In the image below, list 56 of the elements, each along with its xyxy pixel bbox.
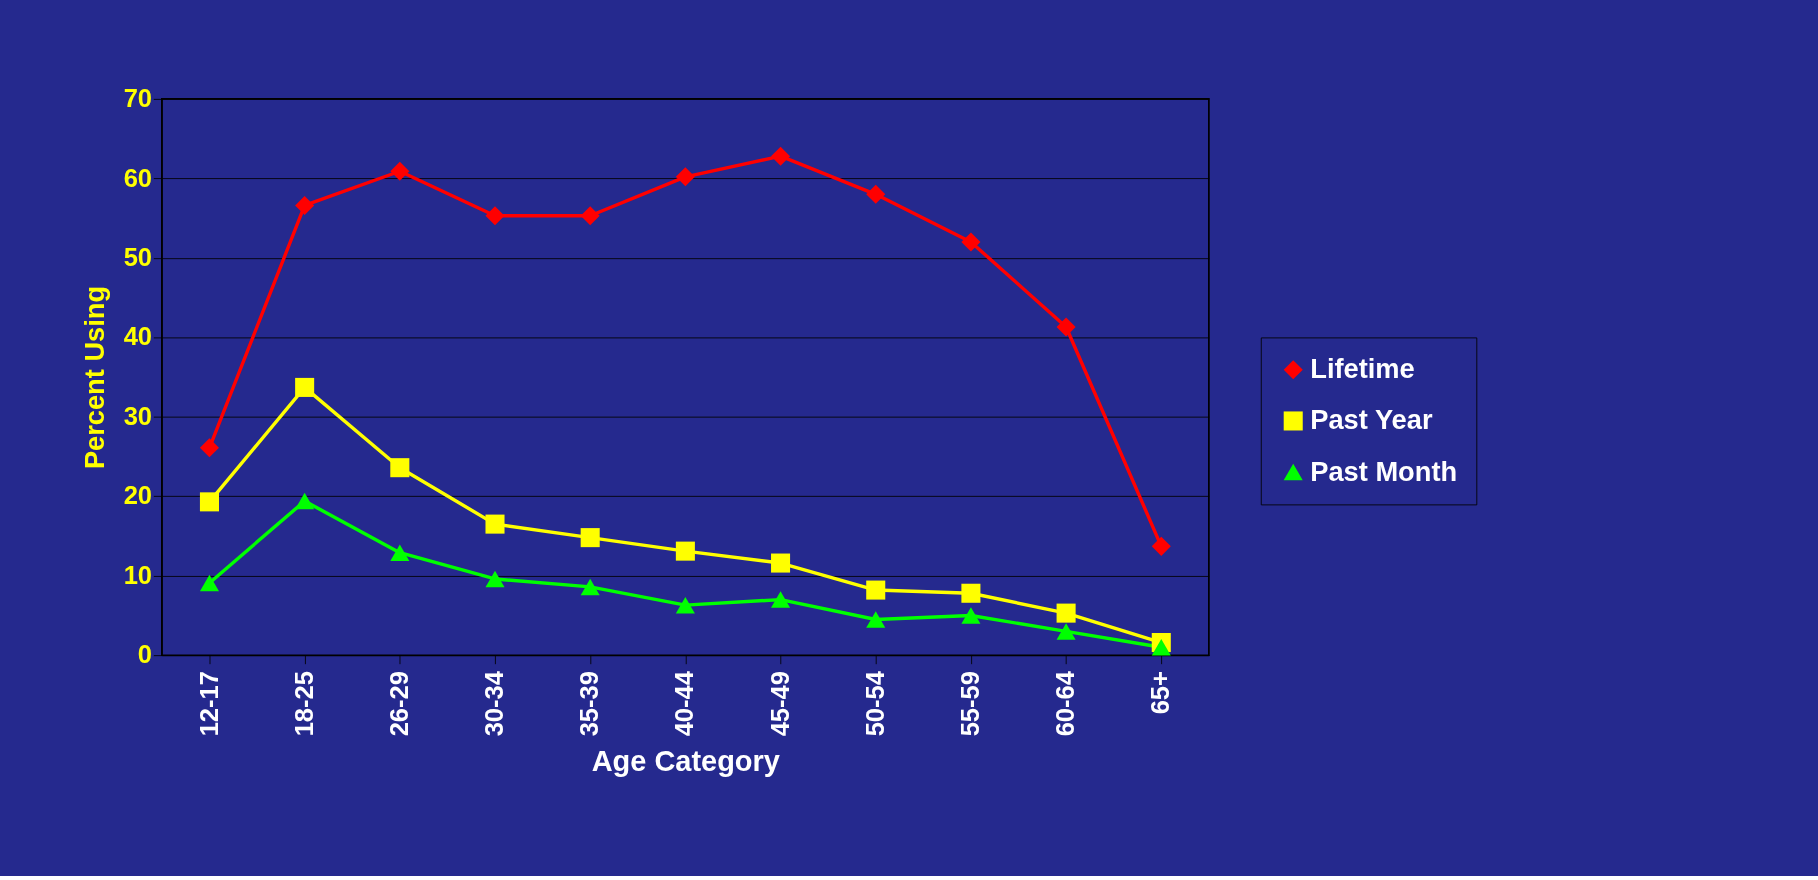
x-tick-label: 55-59 (956, 671, 985, 737)
x-tick-label: 40-44 (670, 670, 699, 737)
y-tick-label: 50 (123, 242, 153, 271)
point (295, 377, 315, 397)
point (580, 528, 600, 548)
y-tick-label: 40 (123, 322, 153, 351)
point (675, 596, 695, 614)
x-tick-label: 26-29 (384, 671, 413, 737)
x-tick-label: 12-17 (194, 671, 223, 737)
y-axis-title: Percent Using (79, 285, 111, 470)
legend-label: Lifetime (1310, 353, 1415, 385)
point (485, 206, 505, 226)
point (580, 578, 600, 596)
point (199, 438, 219, 458)
point (390, 544, 410, 561)
legend-label: Past Year (1310, 404, 1433, 436)
x-tick-label: 35-39 (575, 671, 604, 737)
point (961, 607, 981, 624)
point (771, 553, 791, 573)
point (866, 580, 886, 600)
y-tick-label: 10 (123, 560, 153, 589)
point (485, 514, 505, 534)
point (295, 195, 315, 215)
x-tick-label: 60-64 (1051, 670, 1080, 737)
y-tick-label: 0 (137, 640, 153, 669)
point (390, 458, 410, 478)
point (199, 492, 219, 512)
point (675, 541, 695, 561)
point (1151, 639, 1171, 656)
point (580, 206, 600, 226)
point (295, 492, 315, 510)
point (1056, 603, 1076, 623)
point (1151, 536, 1171, 556)
legend-label: Past Month (1310, 455, 1458, 487)
point (199, 574, 219, 592)
point (866, 184, 886, 204)
y-tick-label: 60 (123, 163, 153, 192)
point (961, 583, 981, 603)
point (675, 167, 695, 187)
x-tick-label: 50-54 (860, 670, 889, 737)
y-tick-label: 70 (123, 84, 153, 113)
y-tick-label: 30 (123, 401, 153, 430)
point (771, 146, 791, 166)
x-tick-label: 65+ (1146, 671, 1175, 715)
point (1056, 317, 1076, 337)
x-tick-label: 30-34 (480, 670, 509, 737)
point (771, 591, 791, 608)
x-tick-label: 18-25 (289, 671, 318, 737)
point (1056, 623, 1076, 640)
x-axis-title: Age Category (591, 745, 780, 778)
x-tick-label: 45-49 (765, 671, 794, 737)
point (961, 232, 981, 252)
y-tick-label: 20 (123, 481, 153, 510)
point (485, 570, 505, 588)
point (390, 161, 410, 181)
point (866, 611, 886, 628)
